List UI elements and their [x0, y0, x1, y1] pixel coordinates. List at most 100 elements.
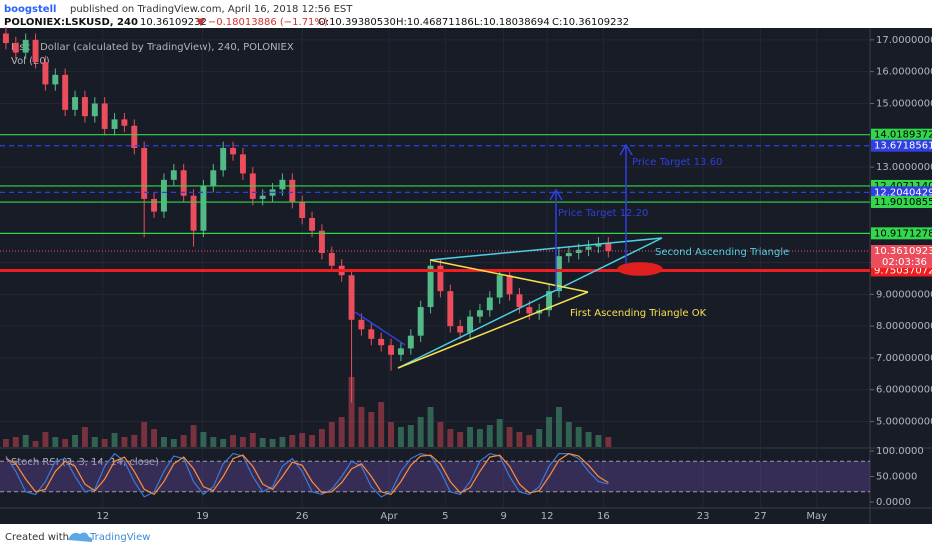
- candle-body: [131, 125, 138, 149]
- level-label-bg: [871, 186, 932, 199]
- candle-body: [230, 148, 237, 155]
- volume-bar: [141, 422, 148, 447]
- footer-brand[interactable]: TradingView: [89, 532, 150, 543]
- y-tick-label: 9.00000000: [876, 289, 932, 300]
- triangle-line: [397, 291, 589, 369]
- candle-body: [467, 316, 474, 333]
- candle-body: [546, 291, 553, 311]
- x-tick-label: May: [806, 511, 827, 522]
- level-label: 9.75037072: [874, 265, 932, 276]
- candle-body: [170, 170, 177, 180]
- volume-bar: [555, 407, 562, 447]
- volume-bar: [190, 425, 197, 447]
- candle-body: [388, 345, 395, 355]
- annotation: Price Target 13.60: [632, 157, 722, 168]
- volume-bar: [210, 437, 217, 447]
- x-tick-label: 5: [442, 511, 448, 522]
- candle-body: [32, 39, 39, 63]
- volume-bar: [546, 417, 553, 447]
- y-tick-label: 17.00000000: [876, 35, 932, 46]
- candle-body: [555, 256, 562, 292]
- current-price-bg: [871, 245, 932, 269]
- volume-bar: [2, 439, 9, 447]
- candle-body: [417, 307, 424, 336]
- annotation: Second Ascending Triangle: [655, 247, 789, 258]
- candle-body: [180, 170, 187, 196]
- volume-bar: [358, 407, 365, 447]
- candle-body: [575, 249, 582, 253]
- current-price-label: 10.36109232: [874, 246, 932, 257]
- x-tick-label: 19: [196, 511, 209, 522]
- ohlc-close: C:10.36109232: [552, 17, 629, 28]
- volume-bar: [585, 432, 592, 447]
- y-tick-label: 15.00000000: [876, 98, 932, 109]
- volume-bar: [151, 429, 158, 447]
- volume-bar: [62, 439, 69, 447]
- volume-bar: [368, 412, 375, 447]
- level-label-bg: [871, 128, 932, 141]
- y-tick-label: 5.00000000: [876, 417, 932, 428]
- candle-body: [62, 74, 69, 110]
- candle-body: [220, 148, 227, 171]
- volume-bar: [378, 402, 385, 447]
- ohlc-high: H:10.46871186: [396, 17, 474, 28]
- volume-bar: [259, 438, 266, 447]
- volume-bar: [170, 439, 177, 447]
- x-tick-label: 12: [96, 511, 109, 522]
- volume-bar: [575, 427, 582, 447]
- volume-bar: [516, 432, 523, 447]
- y-tick-label: 8.00000000: [876, 321, 932, 332]
- candle-body: [496, 275, 503, 298]
- candle-body: [22, 39, 29, 53]
- volume-bar: [289, 435, 296, 447]
- candle-body: [101, 103, 108, 129]
- level-label-bg: [871, 196, 932, 209]
- stoch-line: [5, 452, 609, 498]
- candle-body: [378, 338, 385, 346]
- candle-body: [190, 195, 197, 231]
- tv-logo: [68, 532, 93, 542]
- x-tick-label: 12: [541, 511, 554, 522]
- y-tick-label: 100.0000: [876, 446, 924, 457]
- arrow-head: [549, 188, 563, 201]
- stoch-line: [5, 452, 609, 496]
- published: published on TradingView.com, April 16, …: [70, 4, 353, 15]
- candle-body: [585, 246, 592, 250]
- volume-bar: [239, 437, 246, 447]
- y-tick-label: 13.00000000: [876, 162, 932, 173]
- volume-bar: [180, 435, 187, 447]
- volume-bar: [437, 422, 444, 447]
- candle-body: [111, 119, 118, 129]
- volume-bar: [230, 435, 237, 447]
- volume-bar: [299, 433, 306, 447]
- level-label: 13.67185619: [874, 141, 932, 152]
- candle-body: [397, 348, 404, 355]
- x-tick-label: 9: [500, 511, 506, 522]
- countdown: 02:03:36: [882, 257, 927, 268]
- highlight-ellipse: [617, 262, 663, 276]
- arrow-head: [619, 143, 633, 156]
- candle-body: [486, 297, 493, 311]
- volume-bar: [457, 432, 464, 447]
- volume-bar: [101, 439, 108, 447]
- volume-bar: [91, 437, 98, 447]
- author[interactable]: boogstell: [4, 4, 56, 15]
- volume-bar: [42, 432, 49, 447]
- candle-body: [476, 310, 483, 317]
- footer-created: Created with: [5, 532, 69, 543]
- candle-body: [328, 252, 335, 266]
- triangle-line: [429, 259, 589, 293]
- chart-bg: [0, 28, 932, 524]
- candle-body: [299, 202, 306, 218]
- volume-bar: [200, 432, 207, 447]
- candle-body: [210, 170, 217, 187]
- volume-bar: [318, 429, 325, 447]
- volume-bar: [486, 425, 493, 447]
- volume-bar: [220, 439, 227, 447]
- candle-body: [160, 179, 167, 212]
- candle-body: [526, 307, 533, 314]
- volume-bar: [22, 435, 29, 447]
- annotation: First Ascending Triangle OK: [570, 308, 707, 319]
- candle-body: [309, 217, 316, 231]
